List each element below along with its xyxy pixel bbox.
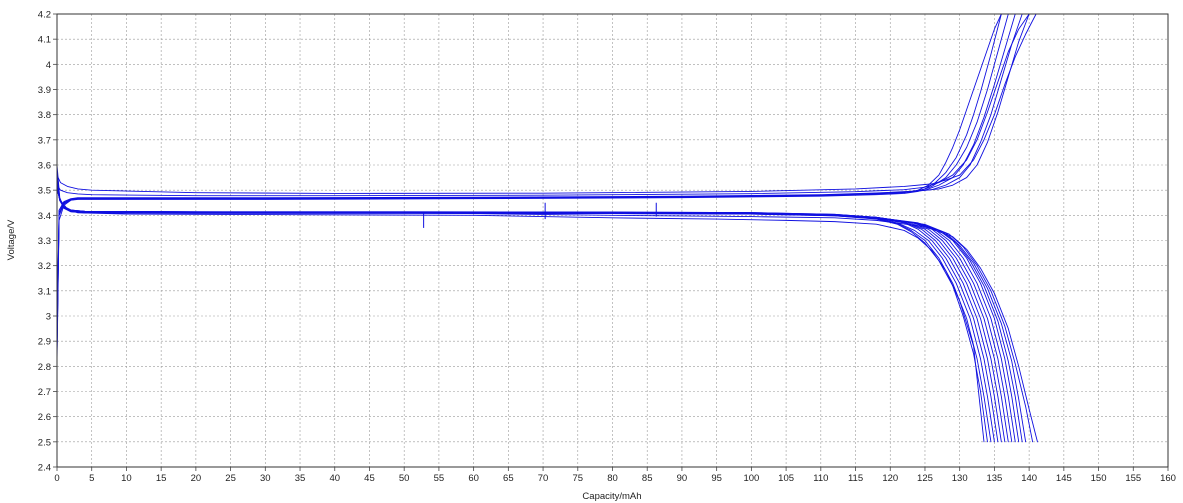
x-tick-label: 55	[434, 473, 445, 484]
x-tick-label: 15	[156, 473, 167, 484]
x-tick-label: 115	[848, 473, 863, 484]
x-tick-label: 110	[813, 473, 828, 484]
y-tick-label: 3.8	[38, 110, 51, 121]
x-tick-label: 50	[399, 473, 410, 484]
x-tick-label: 20	[191, 473, 202, 484]
y-axis-title: Voltage/V	[6, 219, 17, 260]
charge-curve-8	[56, 13, 1030, 197]
x-tick-label: 65	[503, 473, 514, 484]
y-tick-label: 3.9	[38, 85, 51, 96]
x-tick-label: 25	[225, 473, 236, 484]
x-tick-label: 160	[1160, 473, 1176, 484]
y-tick-label: 2.7	[38, 387, 51, 398]
x-tick-label: 40	[329, 473, 340, 484]
x-tick-label: 140	[1021, 473, 1037, 484]
x-tick-label: 100	[743, 473, 759, 484]
y-tick-label: 4	[46, 60, 51, 71]
y-tick-label: 3.5	[38, 186, 51, 197]
x-tick-label: 70	[538, 473, 549, 484]
x-axis-ticks: 0 5 10 15 20 25 30 35 40 45 50 55 60 65 70 75 80 85 90 95 10…	[54, 467, 1176, 484]
y-tick-label: 2.8	[38, 362, 51, 373]
y-axis-ticks: 2.4 2.5 2.6 2.7 2.8 2.9 3 3.1 3.2 3.3 3.4 3.5 3.6 3.7…	[38, 10, 57, 474]
x-tick-label: 5	[89, 473, 94, 484]
x-tick-label: 135	[986, 473, 1002, 484]
x-tick-label: 10	[121, 473, 132, 484]
x-tick-label: 45	[364, 473, 375, 484]
x-tick-label: 60	[468, 473, 479, 484]
x-tick-label: 35	[295, 473, 306, 484]
y-tick-label: 3.7	[38, 135, 51, 146]
x-axis-title: Capacity/mAh	[582, 491, 641, 502]
y-tick-label: 2.5	[38, 437, 51, 448]
x-tick-label: 130	[952, 473, 968, 484]
discharge-curve-22	[56, 187, 1038, 443]
x-tick-label: 80	[607, 473, 618, 484]
charge-curve-7	[56, 13, 1037, 194]
x-tick-label: 125	[917, 473, 933, 484]
x-tick-label: 105	[778, 473, 794, 484]
y-tick-label: 4.2	[38, 10, 51, 21]
series-group	[56, 13, 1038, 443]
y-tick-label: 3.1	[38, 286, 51, 297]
x-tick-label: 120	[882, 473, 898, 484]
y-tick-label: 2.9	[38, 337, 51, 348]
charge-curve-2	[56, 13, 1009, 355]
y-tick-label: 2.4	[38, 463, 51, 474]
x-tick-label: 85	[642, 473, 653, 484]
x-tick-label: 75	[572, 473, 583, 484]
y-tick-label: 3.4	[38, 211, 51, 222]
x-tick-label: 155	[1125, 473, 1141, 484]
y-tick-label: 3	[46, 312, 51, 323]
y-tick-label: 2.6	[38, 412, 51, 423]
discharge-curve-23	[56, 189, 985, 443]
y-tick-label: 3.2	[38, 261, 51, 272]
x-tick-label: 0	[54, 473, 59, 484]
charge-curve-6	[56, 13, 1002, 352]
x-tick-label: 90	[677, 473, 688, 484]
y-tick-label: 3.6	[38, 161, 51, 172]
x-tick-label: 150	[1091, 473, 1107, 484]
y-tick-label: 4.1	[38, 35, 51, 46]
x-tick-label: 30	[260, 473, 271, 484]
charge-curve-5	[56, 13, 1030, 337]
x-tick-label: 95	[711, 473, 722, 484]
y-tick-label: 3.3	[38, 236, 51, 247]
grid	[57, 14, 1168, 467]
x-tick-label: 145	[1056, 473, 1072, 484]
